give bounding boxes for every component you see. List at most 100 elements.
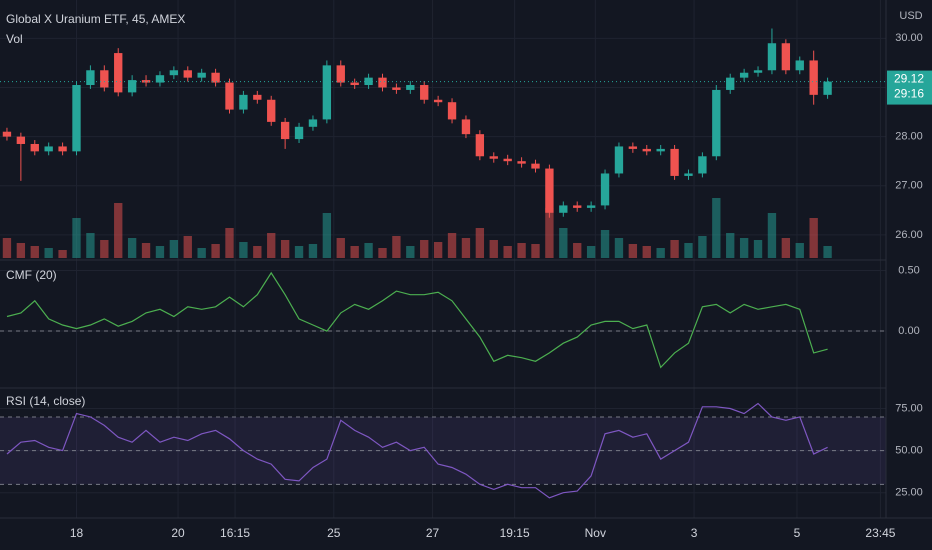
volume-bar [712,198,721,258]
candle-body [726,77,735,90]
volume-bar [809,218,818,258]
candle-body [767,43,777,71]
volume-bar [322,213,332,258]
x-tick-label: 20 [171,526,185,540]
volume-bar [503,246,512,258]
candle-body [739,72,749,78]
volume-bar [781,238,791,258]
candle-body [698,156,707,174]
volume-bar [698,236,707,258]
candle-body [392,87,401,90]
volume-bar [2,238,12,258]
last-price-box [887,70,932,105]
candle-body [308,119,318,127]
volume-bar [100,240,109,258]
volume-bar [225,228,234,258]
volume-bar [642,246,651,258]
volume-bar [267,233,276,258]
candle-body [795,60,804,71]
candle-body [628,146,638,149]
volume-bar [559,228,568,258]
candle-body [169,70,179,76]
volume-bar [350,246,359,258]
volume-bar [58,250,67,258]
candle-body [559,205,568,213]
candle-body [211,72,220,83]
candle-body [114,53,123,93]
candle-body [809,60,818,95]
x-tick-label: 23:45 [865,526,895,540]
candle-body [656,148,665,152]
volume-bar [573,243,582,258]
candle-body [433,99,443,103]
candle-body [531,163,540,169]
x-tick-label: 25 [327,526,341,540]
volume-bar [44,248,53,258]
x-tick-label: 19:15 [500,526,530,540]
volume-bar [586,246,596,258]
candle-body [253,94,262,100]
candle-body [16,136,26,144]
volume-bar [614,238,624,258]
volume-bar [489,240,498,258]
x-tick-label: 16:15 [220,526,250,540]
volume-bar [461,238,471,258]
candle-body [350,82,359,86]
candle-body [72,85,81,152]
volume-label: Vol [6,32,23,46]
candle-body [684,173,693,176]
currency: USD [899,10,922,22]
x-tick-label: Nov [585,526,606,540]
candle-body [294,126,304,140]
x-tick-label: 18 [70,526,84,540]
volume-bar [726,233,735,258]
volume-bar [114,203,123,258]
volume-bar [294,246,304,258]
candle-body [489,156,498,159]
y-tick-label: 28.00 [895,131,923,143]
volume-bar [86,233,95,258]
chart-title: Global X Uranium ETF, 45, AMEX [6,12,185,26]
volume-bar [739,238,749,258]
candle-body [225,82,234,110]
volume-bar [378,248,387,258]
candle-body [406,85,415,90]
volume-bar [420,240,429,258]
volume-bar [767,213,777,258]
indicator-line [6,402,828,499]
candle-body [642,148,651,152]
volume-bar [127,238,137,258]
volume-bar [155,246,165,258]
candle-body [378,77,387,88]
y-tick-label: 50.00 [895,445,923,457]
volume-bar [684,243,693,258]
candle-body [600,173,610,206]
candle-body [183,70,192,78]
candle-body [447,102,457,120]
volume-bar [545,208,554,258]
candle-body [239,94,248,110]
candle-body [2,131,12,137]
candle-body [86,70,95,86]
volume-bar [823,246,832,258]
volume-bar [280,240,290,258]
candle-body [141,80,151,83]
volume-bar [364,243,373,258]
candle-body [670,148,679,176]
y-tick-label: 25.00 [895,487,923,499]
candle-body [420,85,429,100]
y-tick-label: 0.50 [898,264,919,276]
volume-bar [392,236,401,258]
indicator-line [6,271,828,369]
candle-body [503,158,512,162]
candle-body [475,134,485,157]
last-price-label: 29.12 [894,72,924,86]
volume-bar [753,240,763,258]
candle-body [614,146,624,174]
candle-body [461,119,471,135]
cmf-title: CMF (20) [6,268,57,282]
candle-body [155,75,165,83]
y-tick-label: 26.00 [895,229,923,241]
